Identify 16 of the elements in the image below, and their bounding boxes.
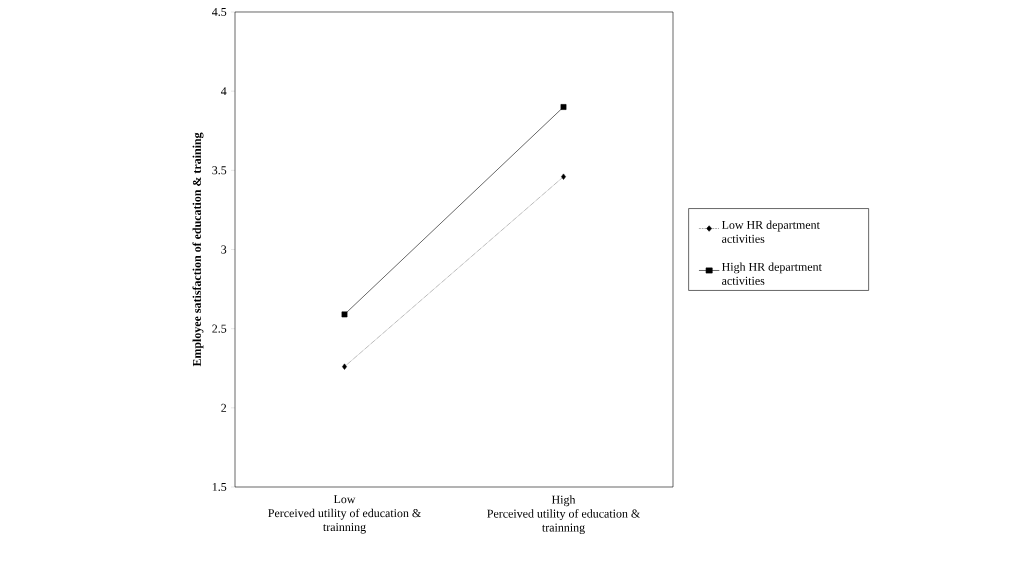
point (560, 104, 567, 110)
y-tick-label: 3 (221, 245, 227, 254)
x-tick-label: High Perceived utility of education & trainning (487, 495, 640, 535)
y-tick-label: 3.5 (212, 166, 227, 175)
y-tick-label: 2 (221, 403, 227, 412)
y-tick-label: 4 (220, 87, 227, 96)
point (341, 311, 348, 318)
y-tick-label: 1.5 (212, 482, 227, 492)
y-axis-title: Employee satisfaction of education & training (192, 132, 204, 367)
legend-label: High HR department activities (721, 262, 822, 285)
y-tick-label: 2.5 (212, 324, 227, 333)
legend-label: Low HR department activities (721, 220, 820, 243)
point (561, 173, 566, 180)
x-tick-label: Low Perceived utility of education & trainning (268, 495, 421, 534)
y-tick-label: 4.5 (212, 7, 227, 17)
point (342, 363, 347, 370)
